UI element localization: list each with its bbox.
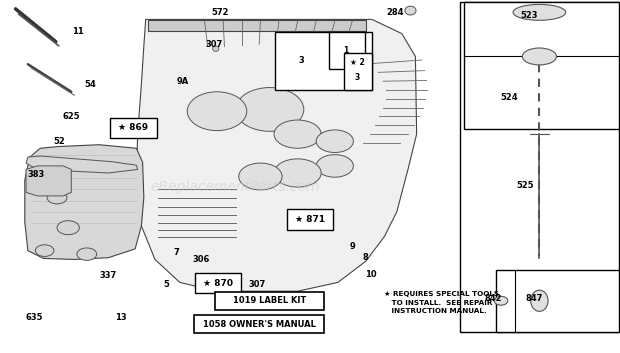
Ellipse shape xyxy=(494,297,508,305)
Text: 525: 525 xyxy=(516,181,534,190)
Bar xyxy=(344,53,372,90)
Text: ★ 870: ★ 870 xyxy=(203,279,233,288)
Text: 523: 523 xyxy=(520,11,538,20)
Text: 847: 847 xyxy=(526,294,543,303)
Bar xyxy=(329,32,365,69)
Text: 54: 54 xyxy=(84,80,95,89)
Ellipse shape xyxy=(274,159,321,187)
Polygon shape xyxy=(148,20,366,31)
Text: 572: 572 xyxy=(211,8,229,17)
Text: 1: 1 xyxy=(343,46,348,55)
Text: 13: 13 xyxy=(115,313,126,322)
Ellipse shape xyxy=(47,191,67,204)
Ellipse shape xyxy=(316,155,353,177)
Text: 9A: 9A xyxy=(177,77,189,86)
Polygon shape xyxy=(25,145,144,259)
Ellipse shape xyxy=(316,130,353,152)
Text: 7: 7 xyxy=(174,248,180,257)
Bar xyxy=(464,2,619,129)
Text: ★ 871: ★ 871 xyxy=(295,215,325,224)
Text: 284: 284 xyxy=(387,8,404,17)
Text: 524: 524 xyxy=(501,92,518,102)
Text: 8: 8 xyxy=(363,253,369,262)
Ellipse shape xyxy=(57,221,79,235)
Text: 3: 3 xyxy=(355,73,360,82)
Ellipse shape xyxy=(77,248,97,261)
Text: 52: 52 xyxy=(53,137,64,146)
Text: 307: 307 xyxy=(205,40,223,49)
Text: 625: 625 xyxy=(63,112,80,121)
Bar xyxy=(216,292,324,310)
Bar xyxy=(195,273,242,293)
Bar xyxy=(110,118,156,138)
Text: 1058 OWNER'S MANUAL: 1058 OWNER'S MANUAL xyxy=(203,319,316,329)
Bar xyxy=(286,209,334,230)
Text: eReplacementParts.com: eReplacementParts.com xyxy=(151,180,321,194)
Text: 306: 306 xyxy=(193,255,210,264)
Ellipse shape xyxy=(35,245,54,256)
Ellipse shape xyxy=(274,120,321,148)
Polygon shape xyxy=(26,156,138,173)
Text: 635: 635 xyxy=(25,313,43,322)
Text: 3: 3 xyxy=(298,56,304,65)
Text: 5: 5 xyxy=(163,280,169,289)
Text: 10: 10 xyxy=(365,270,376,279)
Ellipse shape xyxy=(522,48,556,65)
Text: 11: 11 xyxy=(72,27,83,36)
Text: 1019 LABEL KIT: 1019 LABEL KIT xyxy=(233,296,306,305)
Ellipse shape xyxy=(513,5,565,20)
Bar xyxy=(275,32,372,90)
Ellipse shape xyxy=(236,88,304,131)
Text: 383: 383 xyxy=(27,170,45,179)
Ellipse shape xyxy=(36,166,63,183)
Text: 842: 842 xyxy=(484,294,502,303)
Bar xyxy=(496,270,619,332)
Text: ★ REQUIRES SPECIAL TOOLS
   TO INSTALL.  SEE REPAIR
   INSTRUCTION MANUAL.: ★ REQUIRES SPECIAL TOOLS TO INSTALL. SEE… xyxy=(384,291,500,314)
Ellipse shape xyxy=(239,163,282,190)
Ellipse shape xyxy=(187,92,247,131)
Text: 337: 337 xyxy=(100,271,117,280)
Ellipse shape xyxy=(213,46,219,51)
Polygon shape xyxy=(136,19,417,291)
Ellipse shape xyxy=(405,6,416,15)
Text: 307: 307 xyxy=(249,280,266,289)
Bar xyxy=(194,315,324,333)
Text: 9: 9 xyxy=(349,242,355,251)
Bar xyxy=(460,2,619,332)
Ellipse shape xyxy=(531,290,548,311)
Text: ★ 869: ★ 869 xyxy=(118,123,148,132)
Polygon shape xyxy=(26,166,71,196)
Text: ★ 2: ★ 2 xyxy=(350,58,365,67)
